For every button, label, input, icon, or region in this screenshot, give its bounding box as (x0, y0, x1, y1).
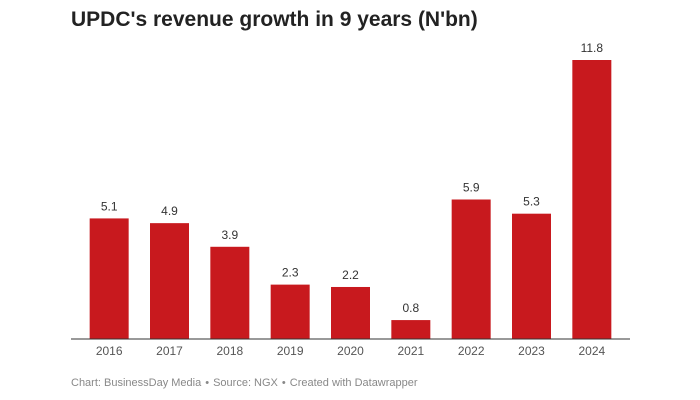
chart-footer: Chart: BusinessDay Media • Source: NGX • Cre… (71, 377, 418, 389)
x-tick-label: 2017 (156, 344, 183, 358)
bar-value-label: 2.3 (282, 266, 299, 280)
bar-value-label: 5.9 (463, 181, 480, 195)
bar-value-label: 2.2 (342, 268, 359, 282)
x-tick-label: 2021 (397, 344, 424, 358)
bar-value-label: 5.3 (523, 195, 540, 209)
bar-2022 (451, 199, 491, 339)
bar-value-label: 3.9 (221, 228, 238, 242)
created-with: Created with Datawrapper (289, 377, 418, 389)
x-tick-label: 2020 (337, 344, 364, 358)
footer-separator: • (281, 377, 286, 389)
x-tick-labels-layer: 2016 2017 2018 2019 2020 2021 2022 2023 2024 (96, 344, 606, 358)
bar-2021 (391, 320, 431, 339)
bar-value-label: 0.8 (402, 301, 419, 315)
chart-credit: Chart: BusinessDay Media (71, 377, 202, 389)
footer-separator: • (205, 377, 210, 389)
bar-value-label: 5.1 (101, 199, 118, 213)
x-tick-label: 2016 (96, 344, 123, 358)
bar-2023 (512, 213, 551, 339)
x-tick-label: 2024 (578, 344, 605, 358)
bars-layer (89, 60, 612, 339)
chart-source: Source: NGX (213, 377, 278, 389)
bar-2018 (210, 246, 250, 339)
x-tick-label: 2022 (458, 344, 485, 358)
bar-value-label: 11.8 (581, 41, 604, 55)
bar-2017 (150, 223, 189, 339)
x-tick-label: 2023 (518, 344, 545, 358)
bar-2019 (270, 284, 310, 339)
bar-2024 (572, 60, 612, 339)
chart-title: UPDC's revenue growth in 9 years (N'bn) (71, 8, 478, 31)
bar-2020 (331, 286, 370, 339)
bar-2016 (89, 218, 129, 339)
value-labels-layer: 5.1 4.9 3.9 2.3 2.2 0.8 5.9 5.3 11.8 (101, 41, 604, 315)
x-tick-label: 2018 (216, 344, 243, 358)
bar-value-label: 4.9 (161, 204, 178, 218)
x-tick-label: 2019 (277, 344, 304, 358)
